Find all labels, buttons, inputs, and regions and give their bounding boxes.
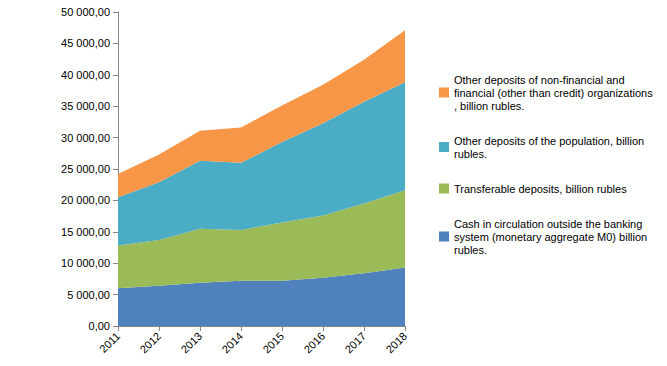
svg-text:2016: 2016 — [301, 330, 327, 356]
svg-text:2018: 2018 — [383, 330, 409, 356]
svg-text:2013: 2013 — [178, 330, 204, 356]
svg-text:Transferable deposits, billion: Transferable deposits, billion rubles — [454, 183, 627, 195]
svg-text:5 000,00: 5 000,00 — [67, 289, 110, 301]
svg-text:rubles.: rubles. — [454, 148, 487, 160]
svg-text:Cash in circulation outside th: Cash in circulation outside the banking — [454, 218, 645, 230]
svg-text:10 000,00: 10 000,00 — [61, 257, 110, 269]
svg-text:2015: 2015 — [260, 330, 286, 356]
svg-text:financial (other than credit): financial (other than credit) organizati… — [454, 87, 653, 99]
svg-text:20 000,00: 20 000,00 — [61, 194, 110, 206]
svg-text:15 000,00: 15 000,00 — [61, 226, 110, 238]
svg-text:2014: 2014 — [219, 330, 245, 356]
svg-text:35 000,00: 35 000,00 — [61, 100, 110, 112]
svg-text:30 000,00: 30 000,00 — [61, 132, 110, 144]
svg-text:Other deposits of the populati: Other deposits of the population, billio… — [454, 135, 647, 147]
svg-text:Other deposits of non-financia: Other deposits of non-financial and — [454, 74, 628, 86]
svg-text:0,00: 0,00 — [89, 320, 110, 332]
svg-text:system (monetary aggregate M0): system (monetary aggregate M0) billion — [454, 231, 650, 243]
svg-text:2011: 2011 — [97, 330, 122, 355]
svg-text:2017: 2017 — [342, 330, 368, 356]
svg-text:, billion rubles.: , billion rubles. — [454, 100, 524, 112]
svg-text:2012: 2012 — [137, 330, 163, 356]
svg-text:25 000,00: 25 000,00 — [61, 163, 110, 175]
svg-text:rubles.: rubles. — [454, 244, 487, 256]
svg-text:45 000,00: 45 000,00 — [61, 37, 110, 49]
svg-text:50 000,00: 50 000,00 — [61, 6, 110, 18]
svg-text:40 000,00: 40 000,00 — [61, 69, 110, 81]
